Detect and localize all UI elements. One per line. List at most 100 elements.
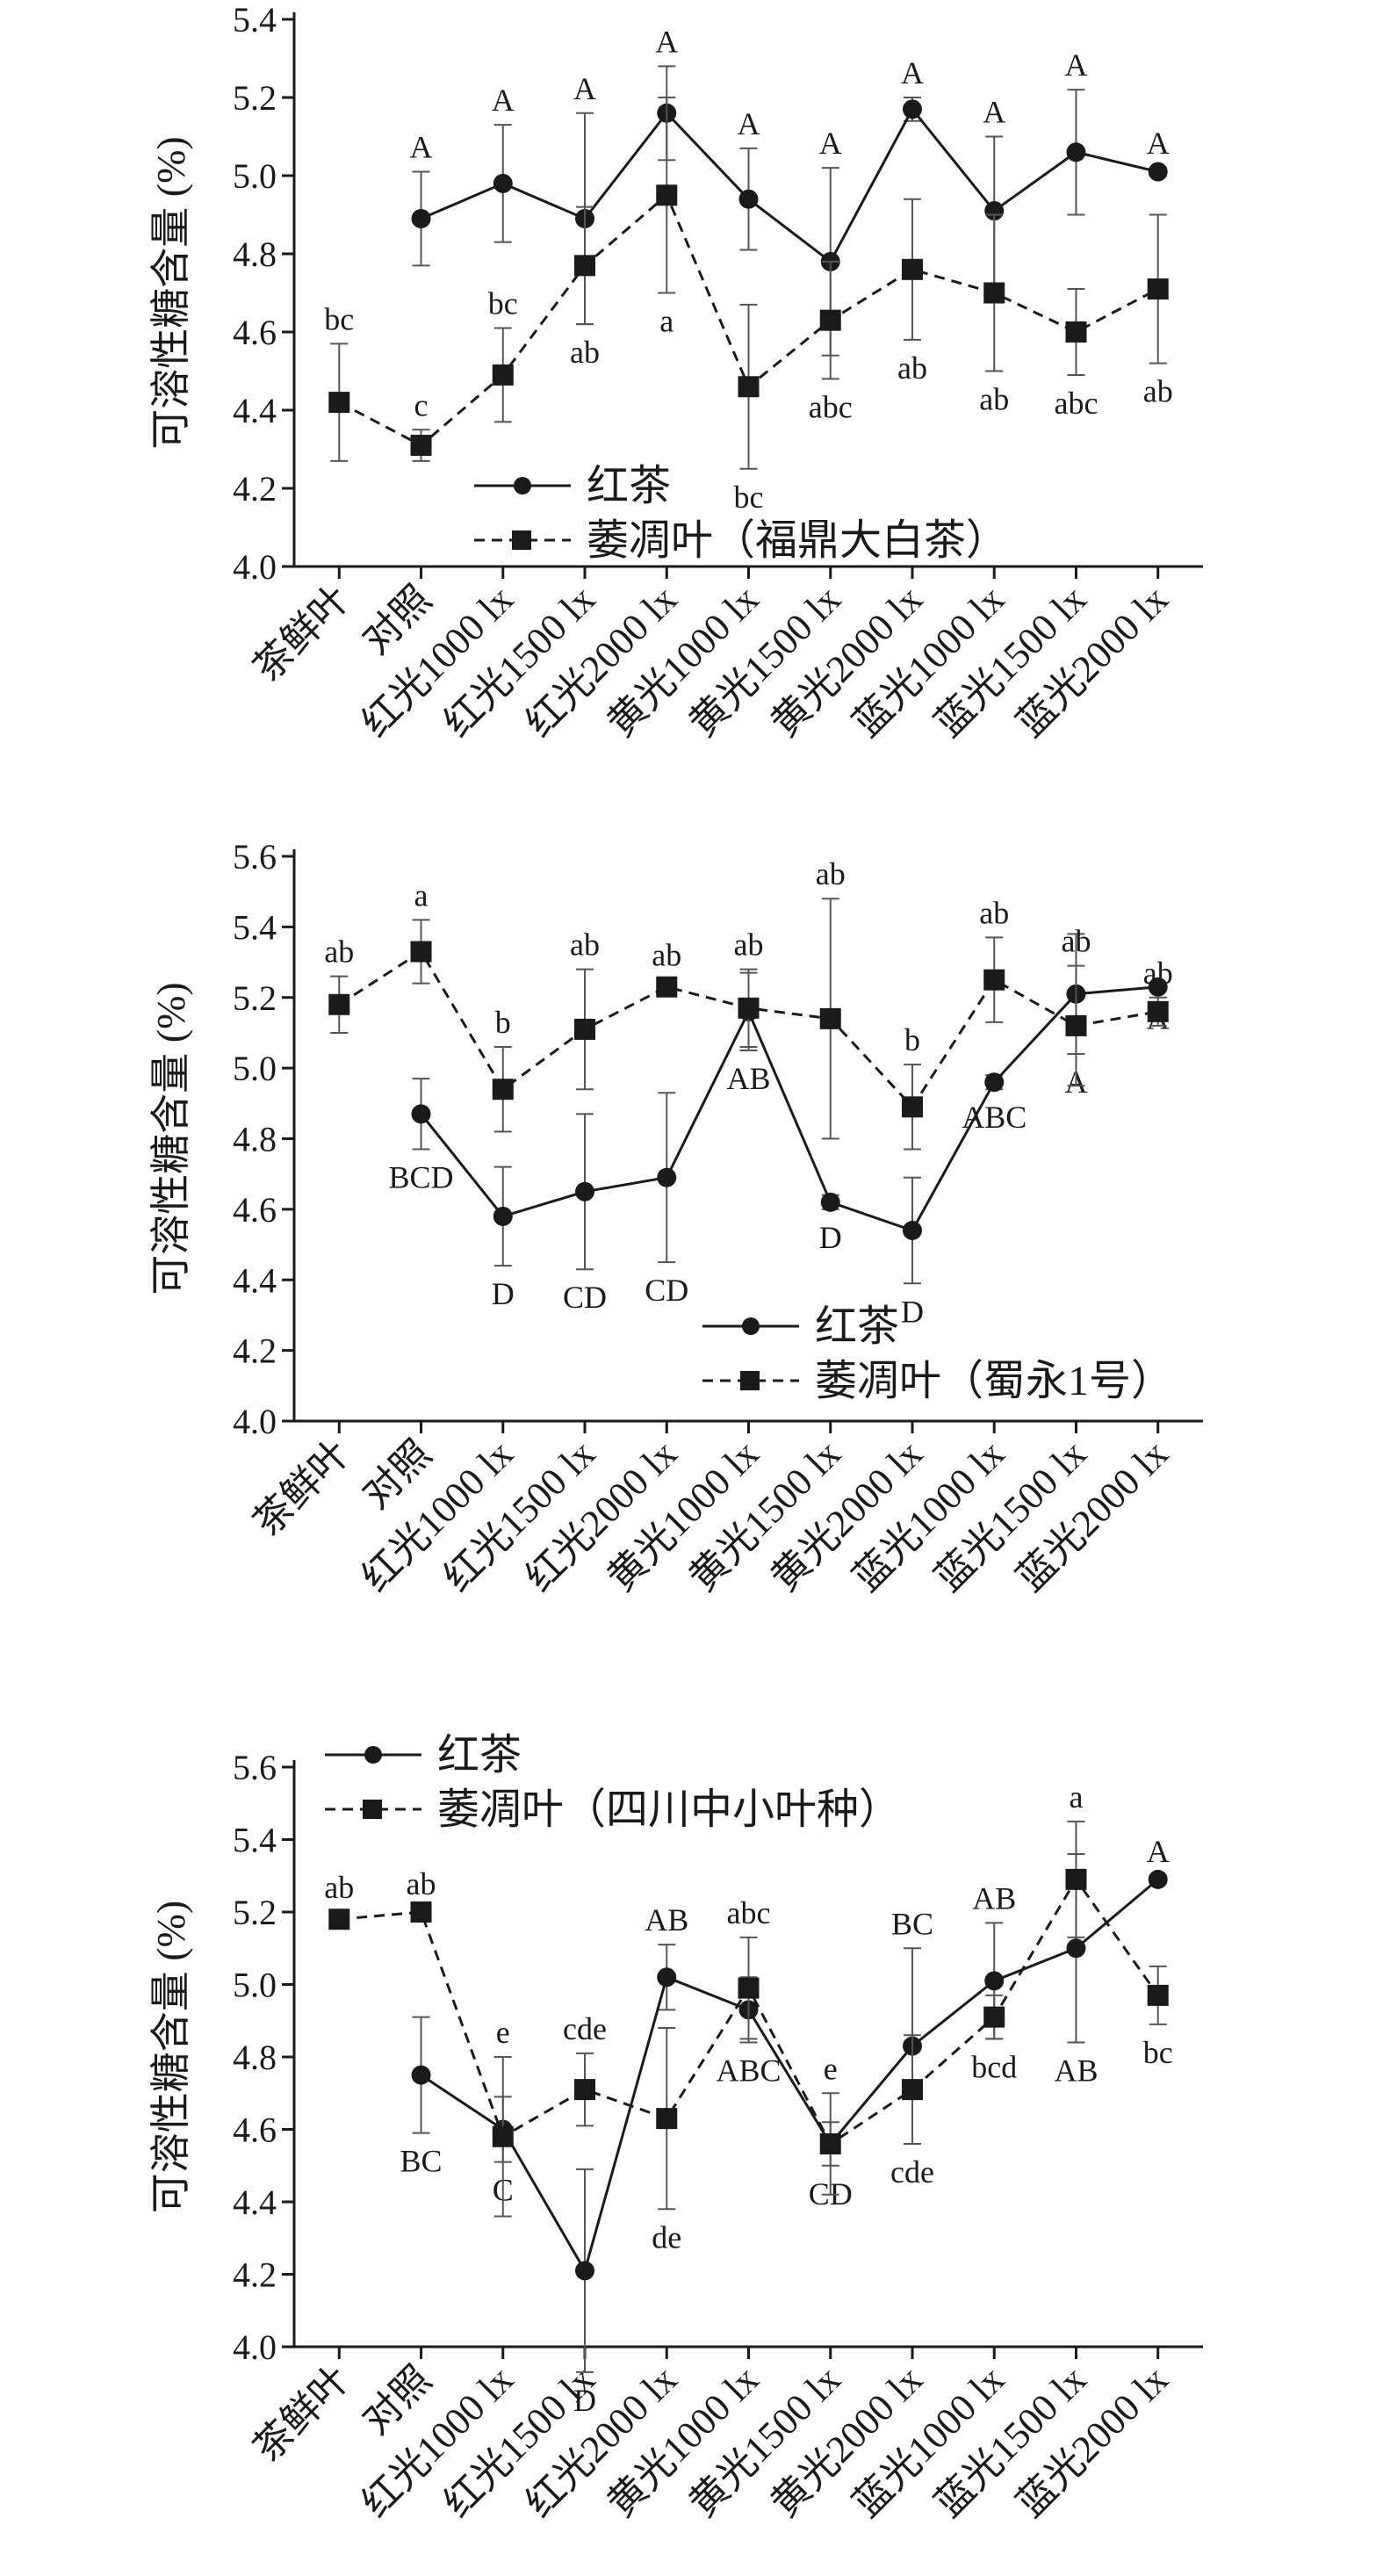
legend-marker bbox=[740, 1371, 760, 1390]
data-point bbox=[1148, 162, 1168, 182]
legend-marker bbox=[742, 1317, 760, 1335]
data-point bbox=[984, 201, 1005, 221]
y-axis-label: 可溶性糖含量 (%) bbox=[148, 982, 193, 1295]
significance-label: ab bbox=[570, 335, 600, 370]
data-point bbox=[656, 184, 678, 206]
y-tick-label: 4.4 bbox=[233, 391, 277, 430]
legend-label: 萎凋叶（蜀永1号） bbox=[815, 1358, 1173, 1404]
series-1: A A A A A A A A A A bbox=[410, 24, 1170, 357]
significance-label: ab bbox=[652, 938, 681, 973]
data-point bbox=[901, 258, 923, 280]
data-point bbox=[1148, 977, 1168, 997]
significance-label: ab bbox=[324, 1870, 354, 1905]
y-tick-label: 4.6 bbox=[233, 1190, 277, 1230]
y-tick-label: 4.0 bbox=[233, 547, 277, 587]
y-tick-label: 4.2 bbox=[233, 2255, 277, 2295]
significance-label: A bbox=[819, 126, 842, 161]
data-point bbox=[411, 2065, 431, 2085]
data-point bbox=[410, 435, 432, 457]
data-point bbox=[656, 2108, 678, 2130]
y-tick-label: 5.2 bbox=[233, 78, 277, 118]
data-point bbox=[819, 309, 841, 331]
data-point bbox=[656, 976, 678, 998]
data-point bbox=[738, 997, 760, 1019]
data-point bbox=[819, 1007, 841, 1029]
significance-label: A bbox=[901, 55, 924, 90]
significance-label: A bbox=[655, 24, 678, 59]
y-tick-label: 4.8 bbox=[233, 1120, 277, 1159]
significance-label: ab bbox=[324, 934, 354, 970]
significance-label: BC bbox=[891, 1906, 933, 1941]
y-axis-label: 可溶性糖含量 (%) bbox=[148, 136, 193, 449]
data-point bbox=[575, 2261, 595, 2281]
significance-label: A bbox=[573, 71, 596, 106]
data-point bbox=[983, 282, 1005, 304]
data-point bbox=[493, 173, 513, 193]
significance-label: abc bbox=[809, 389, 853, 424]
data-point bbox=[738, 189, 759, 209]
data-point bbox=[328, 392, 350, 414]
data-point bbox=[1066, 142, 1086, 162]
chart-panel-3: 4.0 4.2 4.4 4.6 4.8 5.0 5.2 5.4 5.6 可溶性糖含量 (%) 茶鲜叶… bbox=[148, 1732, 1203, 2526]
data-point bbox=[1065, 1868, 1087, 1890]
data-point bbox=[738, 376, 760, 398]
y-tick-label: 4.4 bbox=[233, 2183, 277, 2222]
significance-label: b bbox=[495, 1005, 511, 1040]
y-tick-label: 4.2 bbox=[233, 1331, 277, 1371]
significance-label: bc bbox=[734, 480, 764, 515]
significance-label: ab bbox=[816, 856, 846, 891]
data-point bbox=[1147, 1000, 1169, 1022]
y-tick-label: 4.0 bbox=[233, 1402, 277, 1441]
data-point bbox=[575, 1181, 595, 1201]
legend-marker bbox=[363, 1800, 382, 1819]
significance-label: ab bbox=[570, 927, 600, 963]
significance-label: ab bbox=[979, 895, 1009, 930]
data-point bbox=[492, 2125, 514, 2147]
data-point bbox=[984, 1971, 1005, 1991]
significance-label: A bbox=[738, 106, 760, 141]
y-tick-label: 5.4 bbox=[233, 907, 277, 947]
series-1: BCCDABABCCDBCABABA bbox=[400, 1834, 1170, 2418]
data-point bbox=[983, 969, 1005, 991]
series-line bbox=[420, 106, 1159, 264]
significance-label: ab bbox=[407, 1866, 436, 1901]
significance-label: A bbox=[492, 83, 515, 118]
significance-label: a bbox=[1069, 1779, 1083, 1815]
significance-label: A bbox=[1147, 1834, 1170, 1869]
legend-label: 萎凋叶（四川中小叶种） bbox=[437, 1786, 901, 1833]
data-point bbox=[492, 364, 514, 386]
significance-label: ABC bbox=[716, 2053, 781, 2089]
y-axis-label: 可溶性糖含量 (%) bbox=[148, 1901, 193, 2213]
legend-marker bbox=[364, 1746, 382, 1764]
significance-label: A bbox=[1147, 126, 1170, 161]
y-tick-label: 4.6 bbox=[233, 313, 277, 352]
significance-label: A bbox=[1064, 47, 1087, 83]
series-line bbox=[420, 985, 1158, 1232]
y-tick-label: 5.6 bbox=[233, 1748, 277, 1787]
x-tick-label: 茶鲜叶 bbox=[245, 1432, 357, 1544]
series-1: BCDDCDCDABDDABCAA bbox=[389, 933, 1170, 1329]
data-point bbox=[574, 1018, 596, 1040]
chart-panel-2: 4.0 4.2 4.4 4.6 4.8 5.0 5.2 5.4 5.6 可溶性糖含量 (%) 茶鲜叶… bbox=[148, 837, 1203, 1600]
data-point bbox=[1148, 1869, 1168, 1889]
y-tick-label: 4.0 bbox=[233, 2327, 277, 2367]
y-tick-label: 4.6 bbox=[233, 2111, 277, 2150]
y-tick-label: 5.0 bbox=[233, 1966, 277, 2005]
significance-label: de bbox=[652, 2219, 681, 2255]
significance-label: AB bbox=[726, 1061, 770, 1096]
significance-label: cde bbox=[563, 2011, 607, 2046]
significance-label: D bbox=[901, 1294, 924, 1329]
significance-label: BC bbox=[400, 2144, 443, 2179]
data-point bbox=[492, 1079, 514, 1100]
y-tick-label: 4.8 bbox=[233, 2038, 277, 2077]
x-tick-label: 茶鲜叶 bbox=[245, 2357, 357, 2470]
significance-label: bc bbox=[488, 286, 518, 321]
data-point bbox=[902, 99, 922, 119]
legend-label: 萎凋叶（福鼎大白茶） bbox=[587, 517, 1008, 564]
significance-label: bc bbox=[324, 301, 354, 336]
significance-label: ab bbox=[897, 350, 927, 386]
y-tick-label: 5.2 bbox=[233, 1893, 277, 1932]
